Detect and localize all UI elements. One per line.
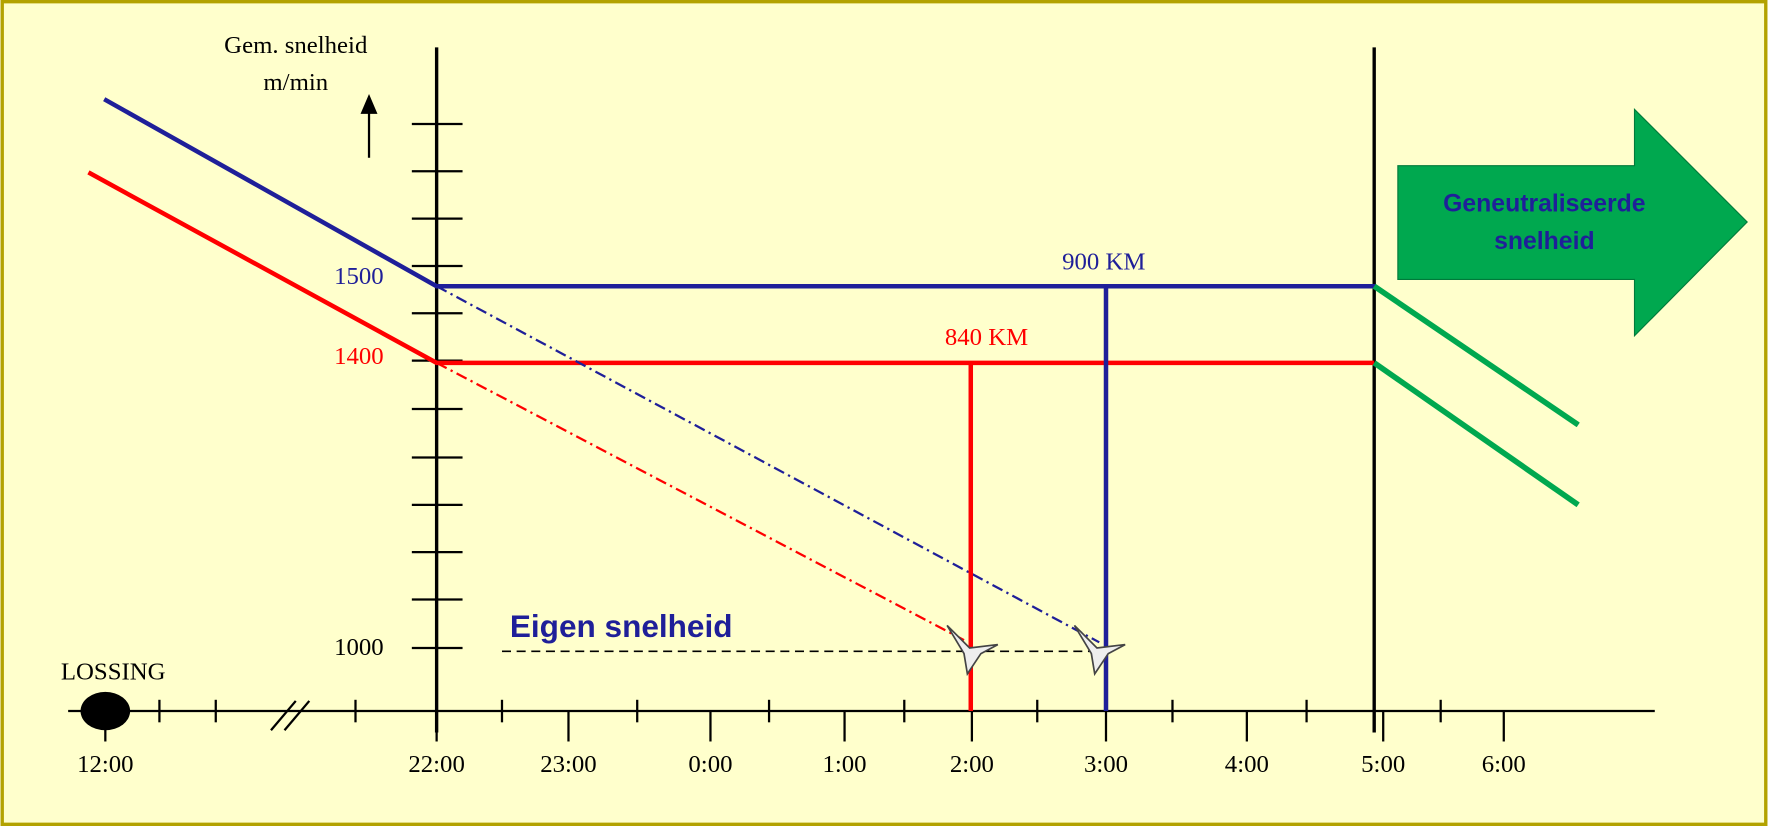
own-speed-label: Eigen snelheid (510, 608, 733, 644)
arrow-label: snelheid (1494, 228, 1595, 255)
distance-label: 840 KM (945, 324, 1028, 351)
start-label: LOSSING (61, 659, 166, 686)
x-labels: 12:00 22:00 23:00 0:00 1:00 2:00 3:00 4:00 5:00 6… (77, 751, 1526, 778)
y-label: 1500 (334, 263, 384, 290)
arrow-label: Geneutraliseerde (1443, 191, 1645, 218)
axis-label: Gem. snelheid (224, 32, 368, 59)
x-label: 6:00 (1482, 751, 1526, 778)
neutralized-arrow (1397, 107, 1748, 338)
y-ticks (411, 122, 463, 650)
x-label: 2:00 (950, 751, 994, 778)
x-label: 4:00 (1225, 751, 1269, 778)
x-label: 5:00 (1361, 751, 1405, 778)
x-label: 3:00 (1084, 751, 1128, 778)
start-dot (80, 691, 131, 731)
y-label: 1000 (334, 634, 384, 661)
x-label: 0:00 (688, 751, 732, 778)
x-label: 1:00 (823, 751, 867, 778)
axis-label: m/min (263, 69, 328, 96)
x-label: 12:00 (77, 751, 133, 778)
x-label: 22:00 (408, 751, 464, 778)
birds (946, 624, 1126, 677)
distance-label: 900 KM (1062, 248, 1145, 275)
axes (68, 47, 1655, 733)
x-ticks (104, 699, 1505, 742)
x-label: 23:00 (540, 751, 596, 778)
y-label: 1400 (334, 343, 384, 370)
